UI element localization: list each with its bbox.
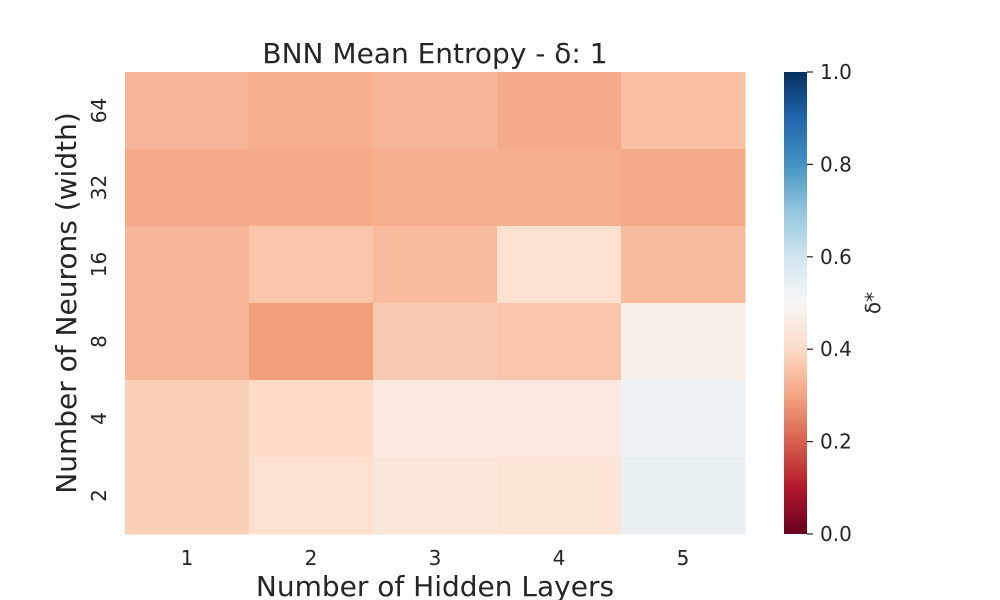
heatmap-cell	[249, 72, 374, 150]
heatmap-cell	[373, 457, 498, 535]
heatmap-cell	[249, 457, 374, 535]
colorbar-tick-label: 0.2	[820, 430, 852, 454]
heatmap-cell	[621, 72, 746, 150]
heatmap-cell	[497, 380, 622, 458]
x-tick-label: 1	[181, 546, 194, 570]
y-tick-label: 2	[87, 489, 111, 502]
heatmap-cell	[125, 149, 250, 227]
x-tick-label: 3	[429, 546, 442, 570]
heatmap-cell	[621, 149, 746, 227]
colorbar-tick-label: 0.8	[820, 152, 852, 176]
y-axis-label: Number of Neurons (width)	[50, 112, 83, 493]
heatmap-cell	[373, 226, 498, 304]
colorbar-tick-label: 1.0	[820, 60, 852, 84]
heatmap-cell	[249, 303, 374, 381]
x-tick-label: 4	[553, 546, 566, 570]
x-tick-labels: 1 2 3 4 5	[181, 546, 690, 570]
heatmap-cell	[621, 303, 746, 381]
colorbar	[784, 72, 807, 534]
y-tick-label: 4	[87, 412, 111, 425]
heatmap-cell	[373, 72, 498, 150]
heatmap-cell	[125, 303, 250, 381]
heatmap-cell	[497, 149, 622, 227]
heatmap-cell	[249, 226, 374, 304]
heatmap-cell	[497, 226, 622, 304]
heatmap-cell	[249, 380, 374, 458]
heatmap-cell	[125, 457, 250, 535]
heatmap-cell	[497, 72, 622, 150]
heatmap-cell	[373, 380, 498, 458]
heatmap-cell	[621, 457, 746, 535]
colorbar-tick-label: 0.4	[820, 337, 852, 361]
heatmap-cell	[125, 72, 250, 150]
colorbar-label: δ*	[861, 292, 885, 314]
y-tick-label: 8	[87, 335, 111, 348]
y-tick-label: 32	[87, 175, 111, 200]
colorbar-tick-label: 0.0	[820, 522, 852, 546]
heatmap-cell	[249, 149, 374, 227]
x-axis-label: Number of Hidden Layers	[256, 570, 614, 600]
y-tick-labels: 64 32 16 8 4 2	[87, 98, 111, 502]
heatmap-cell	[373, 303, 498, 381]
y-tick-label: 64	[87, 98, 111, 123]
colorbar-ticks: 0.0 0.2 0.4 0.6 0.8 1.0	[807, 60, 852, 546]
chart-title: BNN Mean Entropy - δ: 1	[262, 37, 607, 70]
y-tick-label: 16	[87, 252, 111, 277]
heatmap-cell	[497, 457, 622, 535]
heatmap-cell	[621, 226, 746, 304]
colorbar-tick-label: 0.6	[820, 245, 852, 269]
heatmap-cell	[497, 303, 622, 381]
heatmap-cell	[373, 149, 498, 227]
x-tick-label: 2	[305, 546, 318, 570]
heatmap-cell	[125, 380, 250, 458]
heatmap-cell	[125, 226, 250, 304]
x-tick-label: 5	[677, 546, 690, 570]
heatmap-cell	[621, 380, 746, 458]
heatmap-cells	[125, 72, 746, 535]
